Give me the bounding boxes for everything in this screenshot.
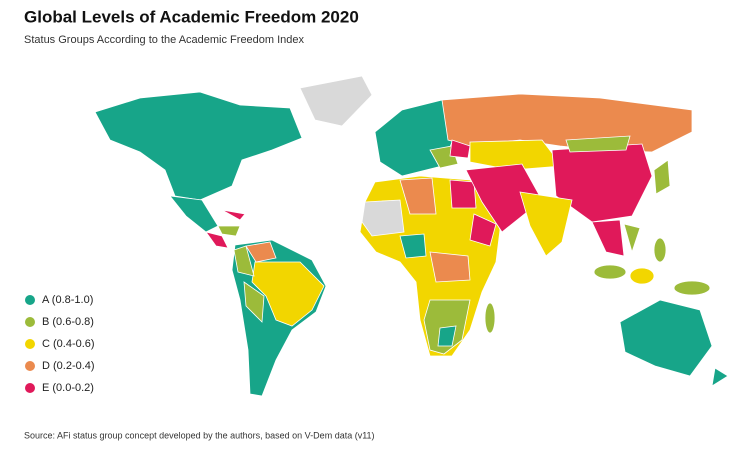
legend-label: D (0.2-0.4) [42, 360, 95, 372]
legend-swatch [25, 317, 35, 327]
legend-label: B (0.6-0.8) [42, 316, 94, 328]
legend-swatch [25, 339, 35, 349]
source-note: Source: AFi status group concept develop… [24, 430, 375, 440]
legend-label: C (0.4-0.6) [42, 338, 95, 350]
legend-swatch [25, 361, 35, 371]
legend-swatch [25, 383, 35, 393]
legend: A (0.8-1.0) B (0.6-0.8) C (0.4-0.6) D (0.2-… [25, 294, 95, 394]
legend-label: E (0.0-0.2) [42, 382, 94, 394]
legend-label: A (0.8-1.0) [42, 294, 93, 306]
subtitle: Status Groups According to the Academic … [24, 34, 305, 46]
legend-swatch [25, 295, 35, 305]
title: Global Levels of Academic Freedom 2020 [24, 7, 359, 26]
world-map [94, 75, 729, 397]
